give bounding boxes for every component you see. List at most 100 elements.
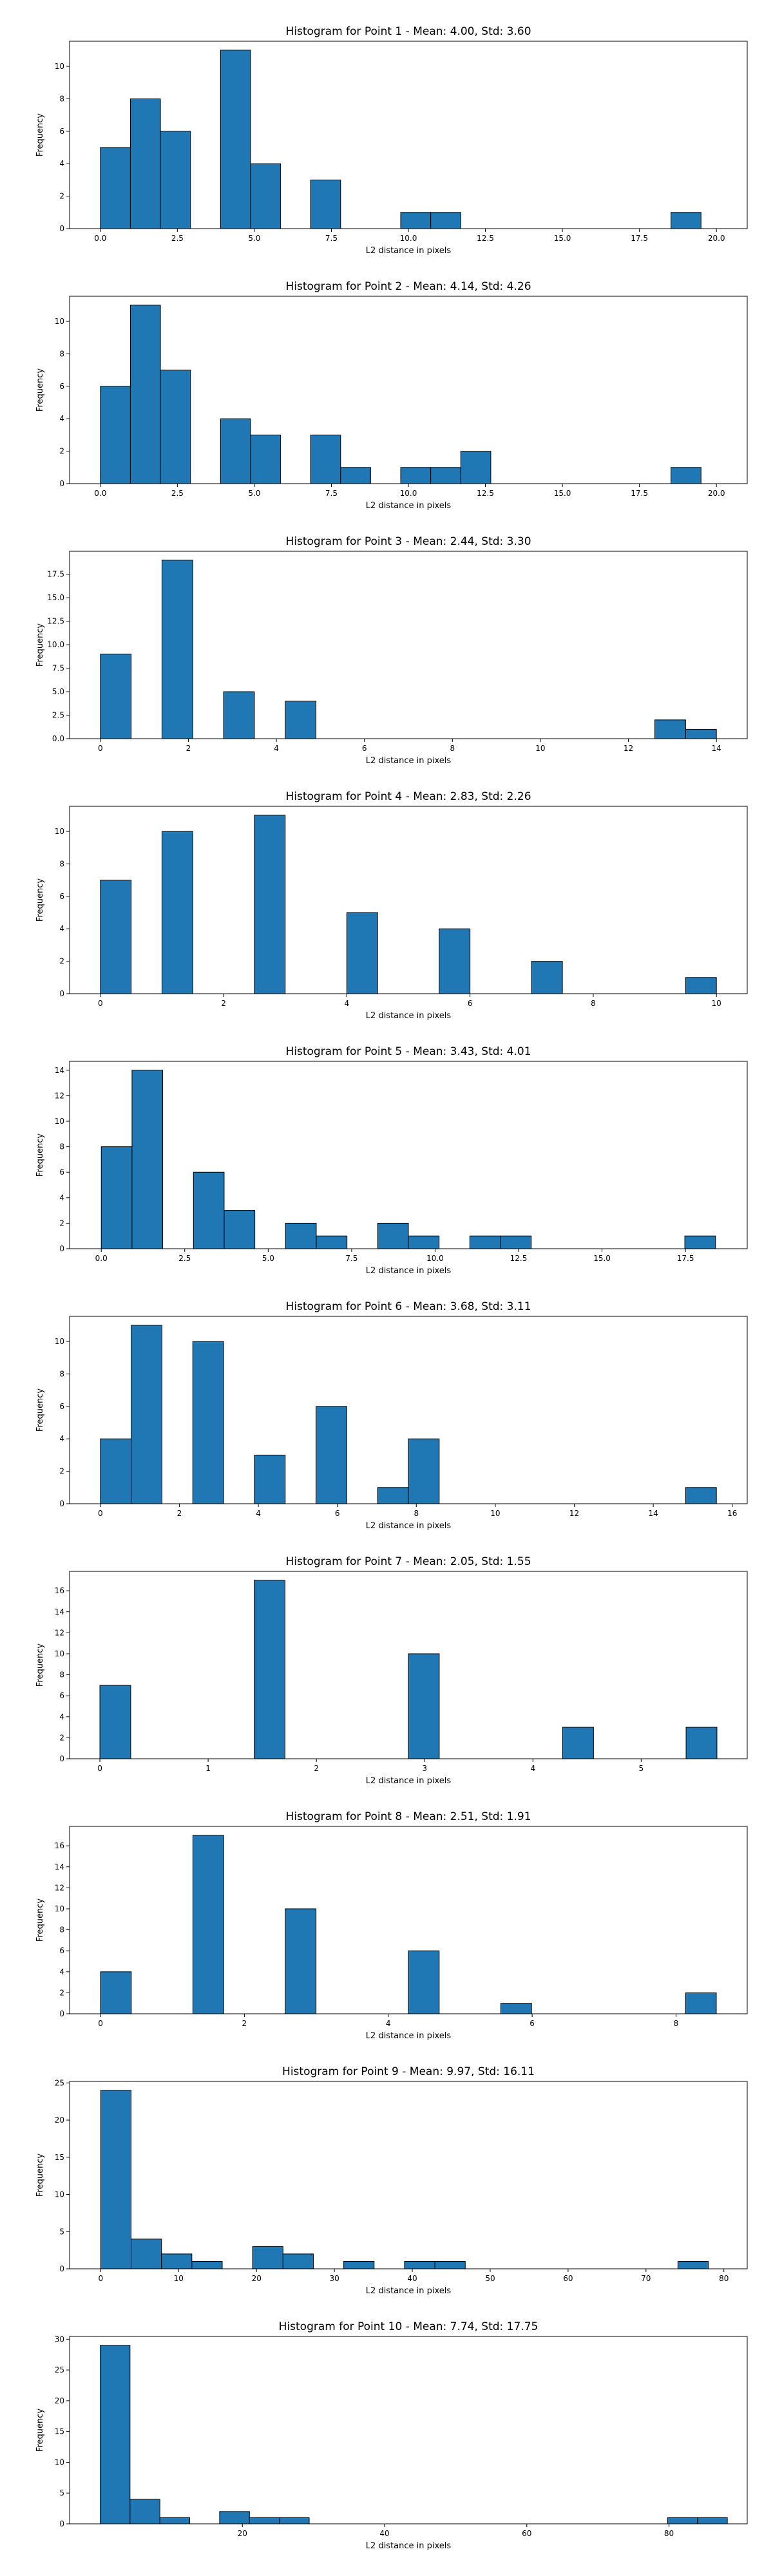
x-tick-label: 15.0	[554, 234, 571, 243]
x-tick-label: 80	[664, 2529, 674, 2538]
histogram-panel-9: Histogram for Point 9 - Mean: 9.97, Std:…	[35, 2065, 748, 2296]
histogram-bar	[685, 1727, 718, 1759]
histogram-bar	[131, 1325, 162, 1504]
histogram-bar	[434, 2260, 466, 2269]
histogram-bar	[408, 1438, 440, 1504]
histogram-bar	[500, 2003, 532, 2014]
x-tick-label: 40	[379, 2529, 389, 2538]
histogram-bar	[346, 912, 378, 994]
histogram-panel-2: Histogram for Point 2 - Mean: 4.14, Std:…	[35, 280, 748, 511]
x-tick-label: 0.0	[95, 1254, 108, 1263]
y-axis-label: Frequency	[35, 1643, 45, 1687]
chart-title: Histogram for Point 10 - Mean: 7.74, Std…	[279, 2320, 539, 2333]
x-tick-label: 0.0	[94, 234, 106, 243]
chart-title: Histogram for Point 4 - Mean: 2.83, Std:…	[285, 790, 531, 803]
y-tick-label: 4	[59, 924, 64, 933]
histogram-bar	[408, 1653, 440, 1759]
y-tick-label: 2	[59, 1218, 64, 1227]
x-tick-label: 15.0	[554, 489, 571, 498]
histogram-bar	[100, 1438, 132, 1504]
histogram-bar	[500, 1235, 532, 1249]
x-tick-label: 12.5	[510, 1254, 528, 1263]
y-tick-label: 0	[59, 479, 64, 488]
y-axis-label: Frequency	[35, 1899, 45, 1942]
histogram-panel-1: Histogram for Point 1 - Mean: 4.00, Std:…	[35, 25, 748, 256]
y-tick-label: 2	[59, 1733, 64, 1742]
y-axis-label: Frequency	[35, 2409, 45, 2452]
x-tick-label: 60	[563, 2274, 573, 2283]
plot-frame	[69, 1571, 748, 1759]
y-tick-label: 10	[55, 1117, 64, 1126]
y-tick-label: 10	[55, 1904, 64, 1913]
histogram-bar	[220, 50, 251, 229]
x-tick-label: 12.5	[477, 234, 494, 243]
y-tick-label: 6	[59, 1168, 64, 1177]
histogram-bar	[282, 2253, 314, 2269]
y-tick-label: 6	[59, 1946, 64, 1955]
histogram-panel-6: Histogram for Point 6 - Mean: 3.68, Std:…	[35, 1300, 748, 1531]
x-tick-label: 4	[530, 1764, 535, 1773]
histogram-bar	[285, 701, 317, 739]
y-tick-label: 14	[55, 1862, 64, 1871]
x-tick-label: 0	[98, 744, 103, 753]
y-axis-label: Frequency	[35, 1388, 45, 1432]
histogram-bar	[310, 434, 341, 484]
x-tick-label: 2	[242, 2019, 247, 2028]
x-tick-label: 10.0	[400, 234, 417, 243]
histogram-bar	[377, 1487, 409, 1504]
histogram-bar	[254, 1580, 285, 1759]
histogram-bar	[562, 1727, 594, 1759]
chart-title: Histogram for Point 6 - Mean: 3.68, Std:…	[285, 1300, 531, 1313]
y-tick-label: 0	[59, 1499, 64, 1508]
y-tick-label: 6	[59, 127, 64, 136]
histogram-bar	[131, 2239, 162, 2269]
histogram-bar	[249, 2517, 280, 2524]
x-tick-label: 8	[674, 2019, 679, 2028]
x-tick-label: 60	[522, 2529, 531, 2538]
histogram-panel-10: Histogram for Point 10 - Mean: 7.74, Std…	[35, 2320, 748, 2551]
y-tick-label: 20	[55, 2116, 64, 2125]
histogram-bar	[316, 1235, 348, 1249]
y-axis-label: Frequency	[35, 1133, 45, 1177]
y-tick-label: 8	[59, 859, 64, 868]
chart-title: Histogram for Point 5 - Mean: 3.43, Std:…	[285, 1045, 531, 1058]
x-tick-label: 3	[422, 1764, 427, 1773]
histogram-bar	[400, 212, 432, 229]
x-tick-label: 70	[641, 2274, 651, 2283]
y-tick-label: 20	[55, 2396, 64, 2405]
y-tick-label: 14	[55, 1066, 64, 1075]
y-tick-label: 14	[55, 1607, 64, 1616]
x-tick-label: 17.5	[631, 234, 648, 243]
histogram-bar	[223, 691, 255, 739]
x-tick-label: 10	[712, 999, 721, 1008]
histogram-bar	[677, 2260, 709, 2269]
histogram-bar	[671, 212, 701, 229]
x-tick-label: 20	[238, 2529, 247, 2538]
x-tick-label: 6	[335, 1509, 340, 1518]
x-tick-label: 10	[490, 1509, 500, 1518]
histogram-bar	[377, 1222, 409, 1249]
histogram-bar	[161, 560, 193, 739]
y-tick-label: 17.5	[47, 570, 64, 579]
plot-frame	[69, 2336, 748, 2524]
x-tick-label: 2.5	[178, 1254, 191, 1263]
y-tick-label: 6	[59, 892, 64, 901]
histogram-bar	[531, 961, 563, 994]
y-tick-label: 8	[59, 94, 64, 103]
histogram-bar	[685, 1487, 717, 1504]
x-tick-label: 10.0	[400, 489, 417, 498]
x-tick-label: 6	[468, 999, 473, 1008]
histogram-bar	[100, 1971, 132, 2014]
x-tick-label: 80	[719, 2274, 729, 2283]
histogram-bar	[408, 1235, 440, 1249]
histogram-bar	[129, 98, 161, 229]
x-tick-label: 4	[256, 1509, 261, 1518]
x-tick-label: 0	[99, 2274, 104, 2283]
histogram-bar	[254, 1454, 286, 1504]
x-tick-label: 15.0	[593, 1254, 611, 1263]
y-tick-label: 12.5	[47, 617, 64, 626]
histogram-bar	[430, 467, 461, 484]
x-tick-label: 16	[727, 1509, 737, 1518]
y-tick-label: 10	[55, 2190, 64, 2199]
y-tick-label: 0.0	[52, 734, 64, 743]
